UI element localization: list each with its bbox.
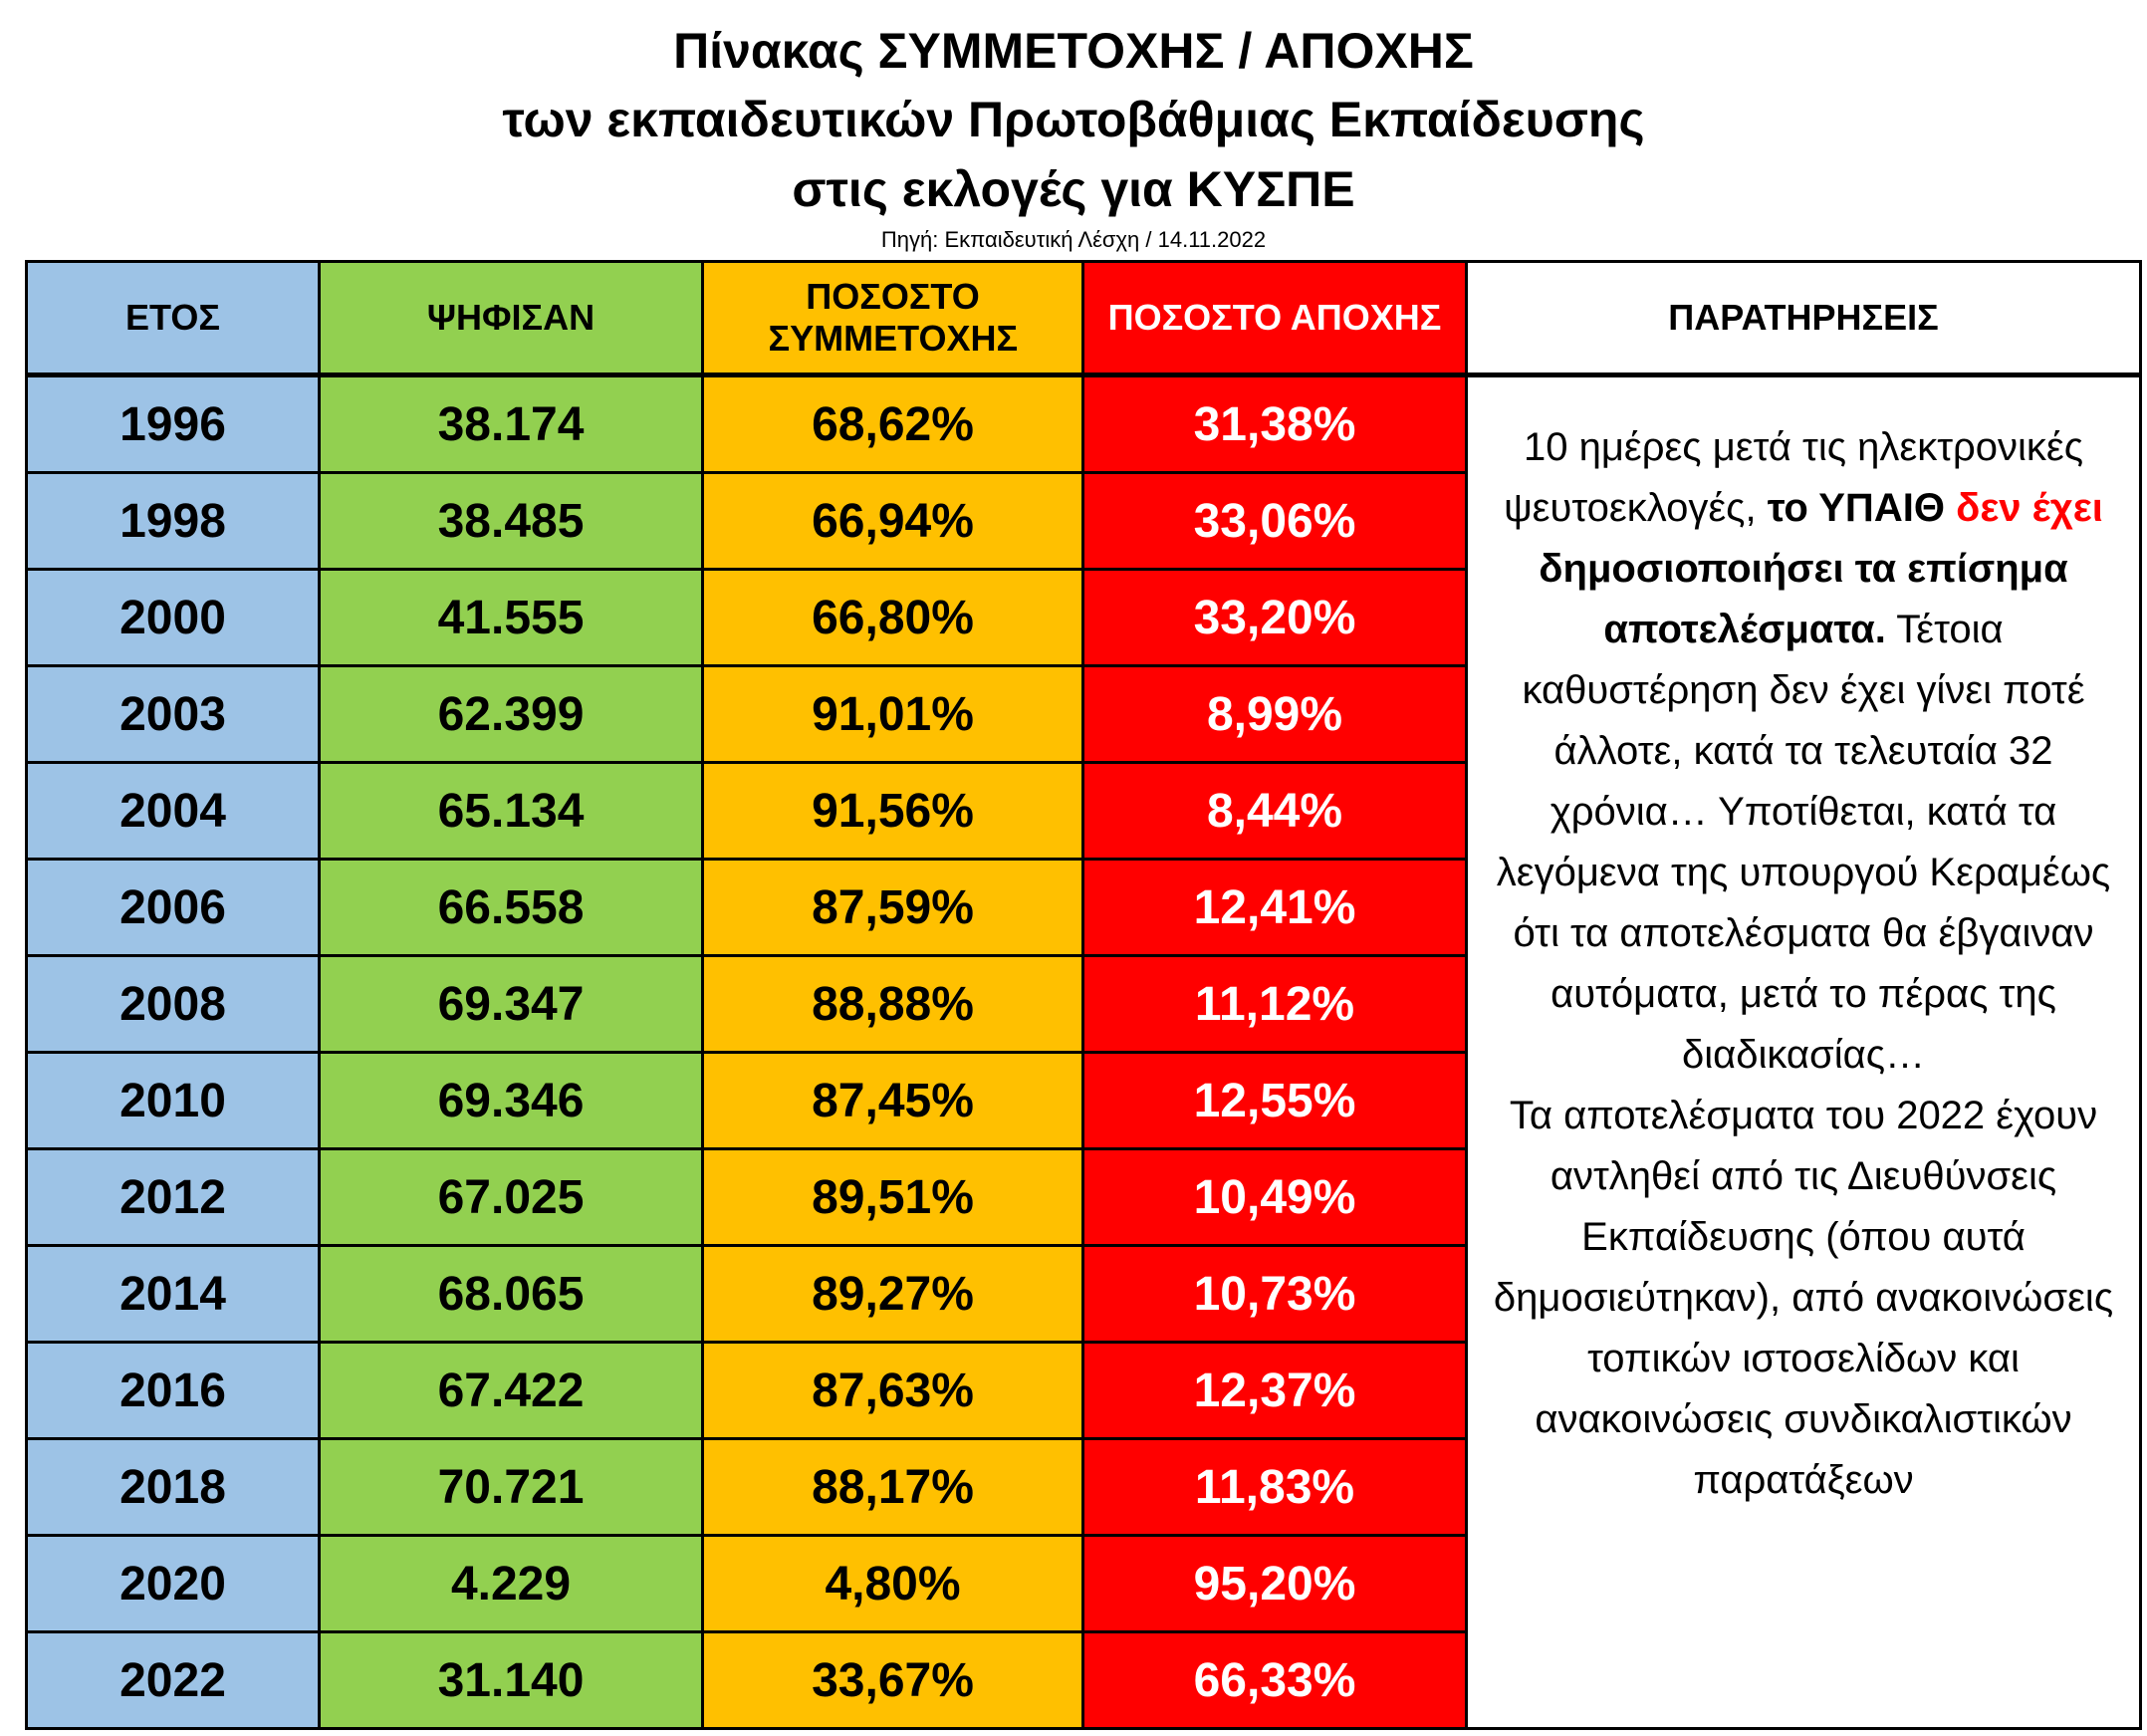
header-voted: ΨΗΦΙΣΑΝ: [318, 260, 704, 377]
title-line-1: Πίνακας ΣΥΜΜΕΤΟΧΗΣ / ΑΠΟΧΗΣ: [673, 23, 1474, 79]
header-participation: ΠΟΣΟΣΤΟ ΣΥΜΜΕΤΟΧΗΣ: [701, 260, 1084, 377]
cell-participation: 87,59%: [701, 858, 1084, 957]
cell-voted: 70.721: [318, 1437, 704, 1537]
cell-year: 2012: [25, 1147, 321, 1247]
header-participation-label: ΠΟΣΟΣΤΟ ΣΥΜΜΕΤΟΧΗΣ: [768, 276, 1019, 359]
cell-voted: 68.065: [318, 1244, 704, 1344]
cell-abstention: 12,41%: [1081, 858, 1468, 957]
header-abstention: ΠΟΣΟΣΤΟ ΑΠΟΧΗΣ: [1081, 260, 1468, 377]
cell-year: 2020: [25, 1534, 321, 1633]
notes-published-results: δημοσιοποιήσει τα επίσημα αποτελέσματα.: [1539, 547, 2068, 651]
title-line-2: των εκπαιδευτικών Πρωτοβάθμιας Εκπαίδευσ…: [502, 92, 1645, 147]
cell-year: 2003: [25, 664, 321, 764]
table-row: 2014 68.065 89,27% 10,73%: [25, 1244, 2141, 1344]
table-row: 2010 69.346 87,45% 12,55%: [25, 1051, 2141, 1150]
cell-year: 1996: [25, 373, 321, 474]
table-row: 2003 62.399 91,01% 8,99%: [25, 664, 2141, 764]
cell-year: 2018: [25, 1437, 321, 1537]
cell-abstention: 11,83%: [1081, 1437, 1468, 1537]
cell-voted: 69.347: [318, 954, 704, 1054]
cell-year: 2004: [25, 761, 321, 861]
cell-year: 2016: [25, 1341, 321, 1440]
table-row: 2022 31.140 33,67% 66,33%: [25, 1630, 2141, 1730]
notes-text-4: Τα αποτελέσματα του 2022 έχουν αντληθεί …: [1493, 1094, 2114, 1502]
cell-abstention: 95,20%: [1081, 1534, 1468, 1633]
cell-abstention: 8,44%: [1081, 761, 1468, 861]
notes-text-3: Τέτοια καθυστέρηση δεν έχει γίνει ποτέ ά…: [1496, 608, 2111, 1077]
cell-voted: 65.134: [318, 761, 704, 861]
cell-participation: 87,63%: [701, 1341, 1084, 1440]
notes-cell: 10 ημέρες μετά τις ηλεκτρονικές ψευτοεκλ…: [1465, 373, 2142, 1730]
cell-participation: 88,88%: [701, 954, 1084, 1054]
cell-participation: 89,51%: [701, 1147, 1084, 1247]
table-row: 2020 4.229 4,80% 95,20%: [25, 1534, 2141, 1633]
cell-year: 2014: [25, 1244, 321, 1344]
cell-participation: 89,27%: [701, 1244, 1084, 1344]
table-row: 2000 41.555 66,80% 33,20%: [25, 568, 2141, 667]
cell-voted: 38.174: [318, 373, 704, 474]
cell-voted: 66.558: [318, 858, 704, 957]
cell-voted: 4.229: [318, 1534, 704, 1633]
notes-ministry: το ΥΠΑΙΘ: [1767, 486, 1945, 530]
cell-participation: 87,45%: [701, 1051, 1084, 1150]
cell-abstention: 31,38%: [1081, 373, 1468, 474]
cell-voted: 69.346: [318, 1051, 704, 1150]
cell-abstention: 12,55%: [1081, 1051, 1468, 1150]
cell-year: 2008: [25, 954, 321, 1054]
cell-year: 2000: [25, 568, 321, 667]
cell-voted: 67.025: [318, 1147, 704, 1247]
cell-participation: 66,80%: [701, 568, 1084, 667]
cell-voted: 31.140: [318, 1630, 704, 1730]
table-row: 1998 38.485 66,94% 33,06%: [25, 471, 2141, 571]
cell-participation: 68,62%: [701, 373, 1084, 474]
header-year: ΕΤΟΣ: [25, 260, 321, 377]
header-notes: ΠΑΡΑΤΗΡΗΣΕΙΣ: [1465, 260, 2142, 377]
table-row: 2004 65.134 91,56% 8,44%: [25, 761, 2141, 861]
cell-participation: 88,17%: [701, 1437, 1084, 1537]
cell-year: 2006: [25, 858, 321, 957]
notes-text-1: 10 ημέρες μετά τις ηλεκτρονικές ψευτοεκλ…: [1504, 425, 2083, 530]
source-note: Πηγή: Εκπαιδευτική Λέσχη / 14.11.2022: [880, 227, 1267, 252]
cell-abstention: 12,37%: [1081, 1341, 1468, 1440]
cell-participation: 4,80%: [701, 1534, 1084, 1633]
cell-year: 2022: [25, 1630, 321, 1730]
cell-year: 2010: [25, 1051, 321, 1150]
table-row: 2006 66.558 87,59% 12,41%: [25, 858, 2141, 957]
cell-participation: 91,56%: [701, 761, 1084, 861]
table-row: 2008 69.347 88,88% 11,12%: [25, 954, 2141, 1054]
cell-year: 1998: [25, 471, 321, 571]
table-row: 2012 67.025 89,51% 10,49%: [25, 1147, 2141, 1247]
participation-table: ΕΤΟΣ ΨΗΦΙΣΑΝ ΠΟΣΟΣΤΟ ΣΥΜΜΕΤΟΧΗΣ ΠΟΣΟΣΤΟ …: [25, 260, 2142, 1730]
table-row: 2016 67.422 87,63% 12,37%: [25, 1341, 2141, 1440]
cell-voted: 62.399: [318, 664, 704, 764]
cell-abstention: 10,73%: [1081, 1244, 1468, 1344]
cell-voted: 38.485: [318, 471, 704, 571]
table-row: 1996 38.174 68,62% 31,38% 10 ημέρες μετά τις…: [25, 373, 2142, 1730]
cell-abstention: 11,12%: [1081, 954, 1468, 1054]
cell-participation: 66,94%: [701, 471, 1084, 571]
cell-participation: 91,01%: [701, 664, 1084, 764]
notes-has-not: δεν έχει: [1956, 486, 2103, 530]
cell-abstention: 8,99%: [1081, 664, 1468, 764]
cell-voted: 67.422: [318, 1341, 704, 1440]
cell-abstention: 33,20%: [1081, 568, 1468, 667]
cell-abstention: 33,06%: [1081, 471, 1468, 571]
cell-voted: 41.555: [318, 568, 704, 667]
cell-abstention: 10,49%: [1081, 1147, 1468, 1247]
cell-abstention: 66,33%: [1081, 1630, 1468, 1730]
table-row: 2018 70.721 88,17% 11,83%: [25, 1437, 2141, 1537]
title-line-3: στις εκλογές για ΚΥΣΠΕ: [792, 161, 1355, 217]
cell-participation: 33,67%: [701, 1630, 1084, 1730]
header-row: ΕΤΟΣ ΨΗΦΙΣΑΝ ΠΟΣΟΣΤΟ ΣΥΜΜΕΤΟΧΗΣ ΠΟΣΟΣΤΟ …: [25, 260, 2142, 377]
